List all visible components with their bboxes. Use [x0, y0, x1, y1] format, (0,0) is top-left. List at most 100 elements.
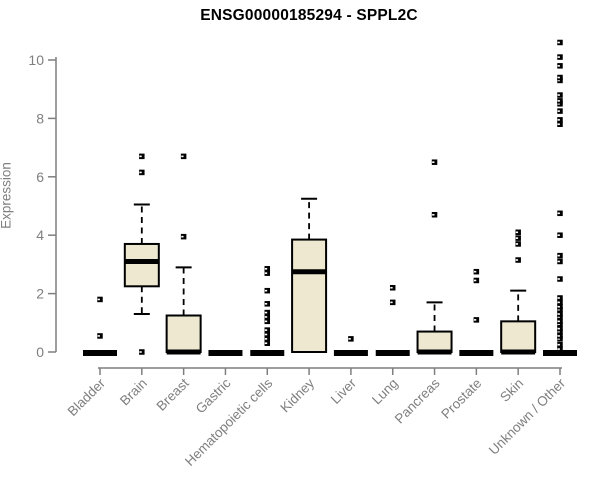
outlier-point-notch	[264, 267, 268, 270]
outlier-point	[557, 54, 563, 60]
outlier-point	[557, 276, 563, 282]
outlier-point-notch	[557, 320, 560, 323]
outlier-point	[557, 258, 563, 265]
category-label: Prostate	[438, 376, 484, 422]
outlier-point	[557, 311, 563, 317]
outlier-point	[264, 309, 271, 316]
outlier-point-notch	[557, 327, 560, 330]
outlier-point-notch	[264, 316, 268, 318]
outlier-point-notch	[557, 123, 560, 126]
outlier-point-notch	[557, 301, 560, 304]
outlier-point	[515, 229, 521, 236]
outlier-point	[557, 341, 563, 348]
outlier-point-notch	[557, 316, 560, 318]
box	[416, 330, 453, 353]
outlier-point-notch	[557, 110, 560, 112]
outlier-point-notch	[264, 303, 268, 305]
outlier-point	[473, 277, 480, 284]
outlier-point	[515, 257, 521, 263]
outlier-point-notch	[432, 213, 435, 216]
outlier-point-notch	[557, 278, 560, 280]
outlier-point-notch	[264, 272, 268, 274]
outlier-point	[139, 153, 145, 160]
outlier-point-notch	[557, 65, 560, 67]
outlier-point-notch	[139, 171, 142, 174]
outlier-point-notch	[515, 237, 519, 239]
outlier-point-notch	[264, 333, 268, 336]
outlier-point-notch	[557, 41, 560, 44]
outlier-point-notch	[139, 351, 142, 353]
outlier-point-notch	[557, 297, 560, 299]
y-tick-label: 0	[36, 344, 44, 360]
outlier-point	[557, 101, 563, 107]
outlier-point	[264, 287, 271, 294]
outlier-point-notch	[264, 329, 268, 331]
outlier-point-notch	[390, 286, 393, 289]
outlier-point	[431, 212, 438, 218]
outlier-point	[348, 336, 354, 342]
outlier-point-notch	[181, 235, 184, 238]
outlier-point-notch	[557, 330, 560, 333]
category-label: Gastric	[193, 375, 234, 416]
y-tick-label: 4	[36, 227, 44, 243]
outlier-point	[557, 306, 563, 313]
outlier-point-notch	[557, 76, 560, 79]
outlier-point-notch	[557, 338, 560, 340]
y-tick-label: 6	[36, 169, 44, 185]
outlier-point	[180, 233, 187, 240]
outlier-point-notch	[557, 56, 560, 58]
outlier-point	[389, 285, 396, 291]
y-tick-label: 10	[28, 52, 44, 68]
outlier-point	[557, 74, 563, 81]
category-label: Liver	[328, 375, 360, 407]
outlier-point	[389, 299, 396, 306]
outlier-point	[264, 314, 271, 320]
outlier-point-notch	[557, 94, 560, 96]
outlier-point	[557, 333, 563, 339]
outlier-point	[473, 317, 480, 323]
outlier-point	[431, 159, 438, 165]
outlier-point	[557, 98, 563, 104]
outlier-point-notch	[264, 338, 268, 340]
box	[165, 314, 202, 353]
category-label: Unknown / Other	[486, 375, 569, 458]
outlier-point-notch	[557, 260, 560, 263]
category-label: Lung	[369, 376, 401, 408]
outlier-point	[264, 318, 271, 325]
outlier-point-notch	[557, 234, 560, 236]
category-label: Breast	[154, 375, 192, 413]
outlier-point-notch	[432, 161, 435, 163]
y-tick-label: 8	[36, 110, 44, 126]
outlier-point-notch	[557, 79, 560, 82]
outlier-point-notch	[390, 301, 393, 304]
outlier-point	[264, 301, 271, 307]
category-label: Pancreas	[392, 375, 443, 426]
collapsed-box	[375, 350, 410, 356]
outlier-point-notch	[515, 231, 519, 234]
outlier-point	[557, 303, 563, 310]
outlier-point-notch	[97, 298, 100, 301]
outlier-point	[557, 325, 563, 332]
outlier-point-notch	[557, 119, 560, 121]
outlier-point	[557, 346, 563, 352]
outlier-point	[139, 349, 145, 355]
box	[291, 238, 328, 353]
category-label: Skin	[497, 376, 526, 405]
collapsed-box	[459, 350, 494, 356]
chart-title: ENSG00000185294 - SPPL2C	[200, 7, 418, 24]
outlier-point	[515, 241, 521, 247]
category-label: Bladder	[65, 375, 109, 419]
category-label: Brain	[117, 376, 150, 409]
outlier-point	[264, 266, 271, 272]
outlier-point	[557, 39, 563, 46]
outlier-point	[557, 328, 563, 335]
outlier-point-notch	[264, 342, 268, 345]
outlier-point-notch	[557, 305, 560, 308]
outlier-point	[557, 314, 563, 320]
outlier-point	[557, 336, 563, 342]
outlier-point	[264, 331, 271, 338]
outlier-point-notch	[557, 100, 560, 102]
outlier-point-notch	[557, 103, 560, 105]
outlier-point	[264, 340, 271, 346]
outlier-point	[557, 318, 563, 325]
